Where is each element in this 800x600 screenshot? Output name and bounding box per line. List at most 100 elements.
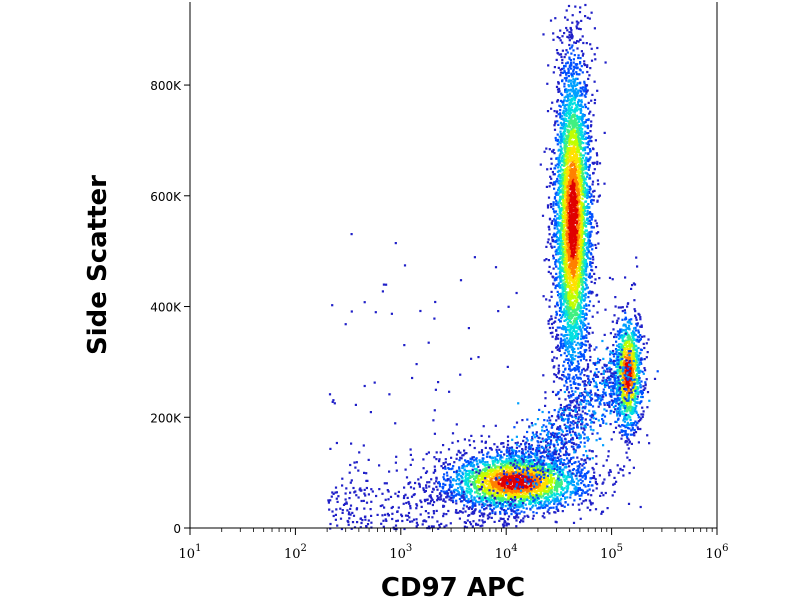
event-dot — [568, 223, 571, 227]
event-dot — [514, 485, 517, 488]
event-dot — [575, 281, 578, 284]
event-dot — [571, 401, 574, 404]
event-dot — [557, 237, 560, 241]
event-dot — [491, 456, 494, 459]
event-dot — [550, 472, 553, 475]
event-dot — [565, 341, 568, 344]
event-dot — [478, 493, 481, 496]
event-dot — [544, 506, 547, 509]
event-dot — [556, 242, 559, 245]
event-dot — [581, 298, 584, 301]
event-dot — [456, 493, 459, 496]
event-dot — [562, 279, 565, 282]
event-dot — [451, 484, 454, 487]
event-dot — [551, 358, 554, 361]
event-dot — [476, 480, 479, 483]
event-dot — [606, 507, 609, 510]
event-dot — [563, 138, 566, 141]
event-dot — [565, 210, 568, 213]
event-dot — [563, 85, 566, 88]
event-dot — [577, 479, 580, 482]
event-dot — [559, 242, 562, 245]
event-dot — [561, 488, 564, 491]
event-dot — [512, 486, 515, 489]
event-dot — [537, 494, 541, 498]
event-dot — [564, 409, 567, 412]
event-dot — [579, 127, 582, 130]
event-dot — [562, 302, 565, 305]
event-dot — [456, 474, 459, 477]
event-dot — [577, 146, 581, 149]
event-dot — [566, 325, 569, 328]
event-dot — [607, 455, 610, 458]
event-dot — [569, 168, 572, 171]
event-dot — [521, 499, 524, 502]
event-dot — [576, 267, 579, 270]
event-dot — [565, 376, 568, 379]
event-dot — [569, 79, 572, 82]
event-dot — [510, 487, 513, 490]
event-dot — [582, 277, 585, 280]
event-dot — [444, 479, 447, 482]
event-dot — [561, 471, 565, 474]
event-dot — [541, 477, 544, 480]
event-dot — [442, 444, 445, 447]
event-dot — [483, 520, 486, 523]
event-dot — [556, 467, 559, 470]
event-dot — [476, 484, 479, 488]
event-dot — [586, 506, 589, 509]
event-dot — [582, 41, 585, 45]
event-dot — [564, 315, 567, 318]
event-dot — [486, 455, 489, 458]
event-dot — [584, 89, 587, 92]
event-dot — [560, 487, 563, 490]
event-dot — [525, 477, 528, 480]
event-dot — [557, 367, 560, 370]
event-dot — [546, 463, 549, 466]
event-dot — [467, 477, 470, 481]
event-dot — [557, 453, 560, 456]
event-dot — [558, 164, 561, 167]
event-dot — [558, 154, 561, 157]
event-dot — [549, 469, 552, 472]
event-dot — [526, 495, 529, 498]
event-dot — [478, 500, 481, 503]
event-dot — [580, 274, 583, 277]
event-dot — [464, 481, 467, 484]
event-dot — [532, 476, 535, 479]
event-dot — [476, 469, 479, 472]
event-dot — [575, 326, 578, 329]
event-dot — [585, 234, 588, 237]
event-dot — [572, 212, 575, 215]
event-dot — [543, 497, 546, 500]
event-dot — [503, 461, 506, 464]
event-dot — [519, 505, 522, 508]
event-dot — [570, 72, 573, 75]
event-dot — [508, 459, 511, 462]
event-dot — [469, 457, 472, 461]
event-dot — [501, 479, 504, 482]
event-dot — [506, 488, 509, 491]
event-dot — [559, 377, 562, 380]
event-dot — [553, 485, 556, 489]
event-dot — [463, 504, 466, 507]
event-dot — [553, 448, 556, 451]
event-dot — [567, 474, 570, 477]
event-dot — [570, 143, 573, 146]
event-dot — [482, 504, 485, 508]
event-dot — [576, 253, 579, 256]
event-dot — [427, 451, 430, 454]
event-dot — [584, 485, 587, 488]
event-dot — [523, 499, 526, 502]
event-dot — [585, 491, 588, 494]
event-dot — [494, 466, 497, 469]
event-dot — [499, 510, 502, 514]
event-dot — [528, 462, 532, 466]
event-dot — [537, 480, 540, 483]
event-dot — [555, 492, 558, 495]
event-dot — [627, 502, 631, 505]
event-dot — [580, 335, 583, 338]
event-dot — [573, 378, 576, 381]
event-dot — [595, 455, 598, 458]
event-dot — [556, 348, 559, 351]
